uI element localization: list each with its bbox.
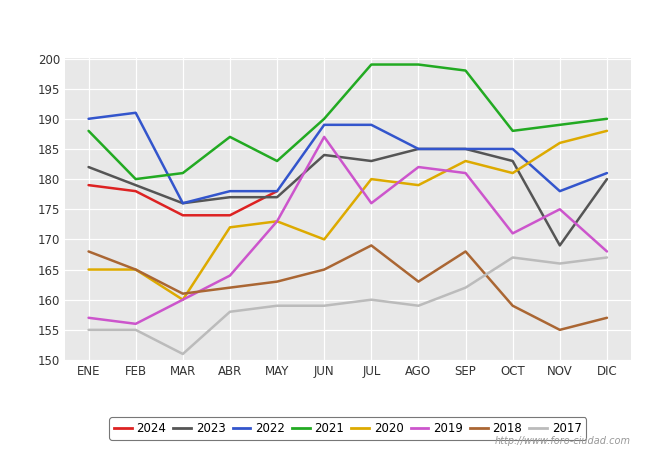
Text: http://www.foro-ciudad.com: http://www.foro-ciudad.com	[495, 436, 630, 446]
Legend: 2024, 2023, 2022, 2021, 2020, 2019, 2018, 2017: 2024, 2023, 2022, 2021, 2020, 2019, 2018…	[109, 417, 586, 440]
Text: Afiliados en Villanueva de Duero a 31/5/2024: Afiliados en Villanueva de Duero a 31/5/…	[138, 14, 512, 32]
